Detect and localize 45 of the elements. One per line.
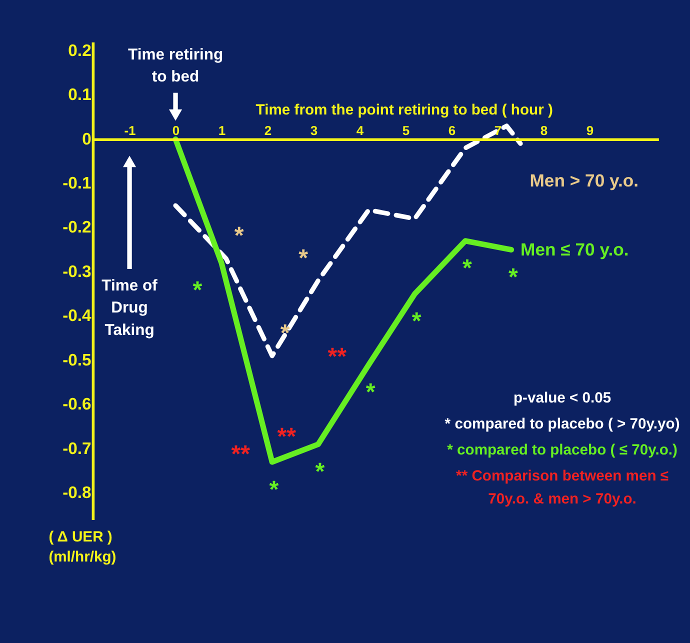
y-tick-label: -0.1 bbox=[62, 174, 92, 192]
y-axis-title: ( Δ UER ) (ml/hr/kg) bbox=[48, 529, 116, 566]
annotation: * bbox=[298, 244, 309, 272]
annotation: * bbox=[315, 458, 326, 486]
annotation: * bbox=[412, 308, 422, 336]
x-tick-label: 7 bbox=[494, 123, 502, 138]
y-tick-label: -0.7 bbox=[62, 438, 92, 458]
x-tick-label: 0 bbox=[172, 123, 180, 138]
y-tick-label: -0.4 bbox=[62, 306, 92, 326]
annotation: * compared to placebo ( > 70y.yo) bbox=[444, 416, 680, 433]
x-tick-label: 1 bbox=[218, 123, 226, 138]
y-tick-label: -0.3 bbox=[62, 262, 92, 281]
series-label: Men ≤ 70 y.o. bbox=[520, 239, 629, 260]
annotation: * bbox=[508, 264, 518, 291]
y-tick-label: 0.2 bbox=[68, 40, 92, 60]
x-tick-label: 5 bbox=[402, 123, 410, 138]
annotation: * bbox=[269, 476, 280, 504]
annotation: p-value < 0.05 bbox=[513, 390, 612, 407]
y-tick-label: 0.1 bbox=[68, 85, 92, 104]
x-tick-label: 9 bbox=[586, 123, 594, 138]
annotation: ** bbox=[328, 344, 348, 371]
series-label: Men > 70 y.o. bbox=[530, 170, 639, 190]
line-series bbox=[173, 124, 523, 358]
y-tick-label: -0.6 bbox=[62, 394, 92, 414]
y-tick-label: -0.5 bbox=[62, 350, 92, 370]
annotation: * bbox=[366, 378, 376, 406]
annotation: * bbox=[234, 222, 244, 250]
annotation: ** bbox=[277, 423, 297, 450]
x-tick-label: 2 bbox=[264, 123, 272, 138]
x-tick-label: 8 bbox=[540, 123, 548, 138]
annotation: ** Comparison between men ≤ 70y.o. & men > 70y.o. bbox=[456, 468, 669, 508]
annotation: * bbox=[462, 255, 472, 282]
annotation: * compared to placebo ( ≤ 70y.o.) bbox=[447, 442, 678, 459]
x-tick-label: 6 bbox=[448, 123, 456, 138]
y-tick-label: -0.2 bbox=[62, 218, 92, 237]
annotation: Time retiring to bed bbox=[128, 46, 224, 86]
annotation: * bbox=[192, 277, 203, 304]
annotation: * bbox=[280, 320, 290, 348]
x-tick-label: 3 bbox=[310, 123, 318, 138]
annotation: ** bbox=[231, 441, 251, 468]
x-tick-label: -1 bbox=[124, 123, 136, 138]
x-tick-label: 4 bbox=[356, 123, 364, 138]
y-tick-label: -0.8 bbox=[62, 483, 92, 502]
annotation: Time of Drug Taking bbox=[102, 277, 158, 339]
x-axis-title: Time from the point retiring to bed ( hour ) bbox=[256, 102, 553, 119]
